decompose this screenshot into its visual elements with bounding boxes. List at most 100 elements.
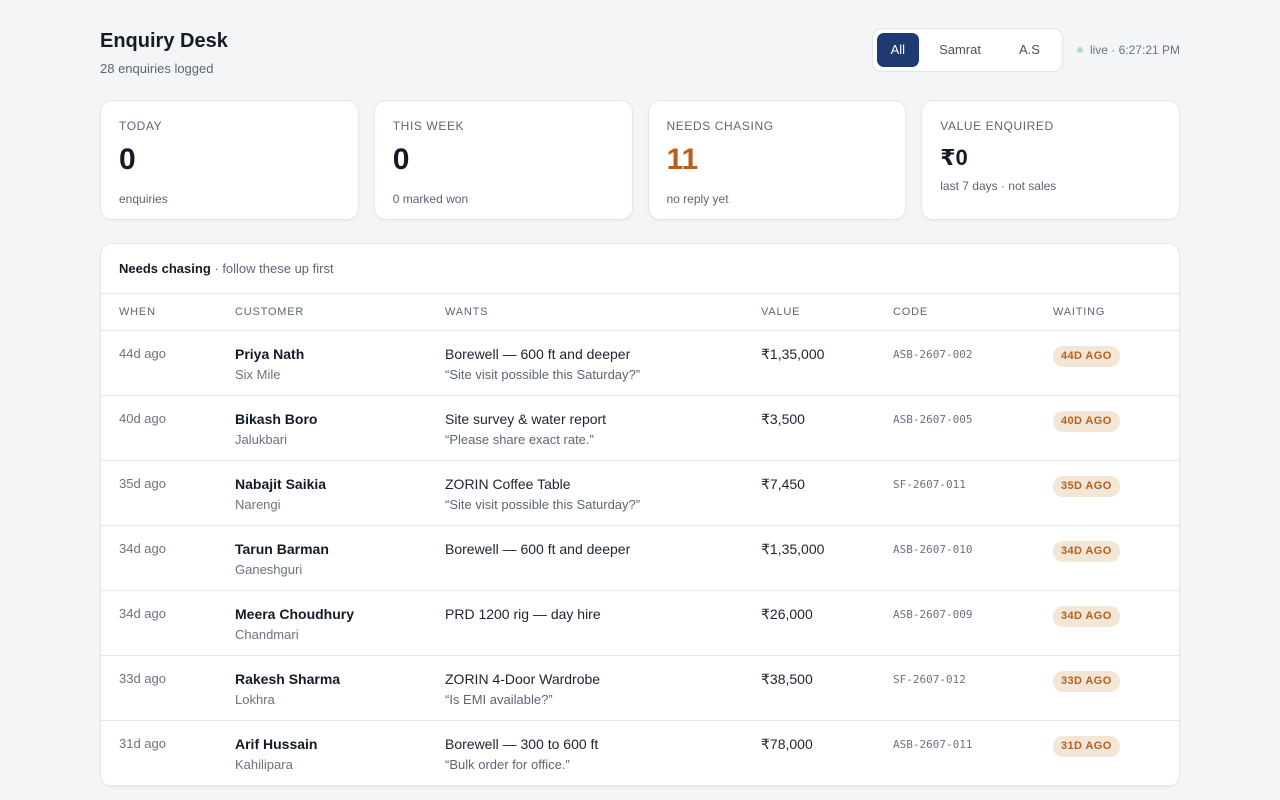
customer-area: Six Mile bbox=[235, 367, 281, 382]
code-cell: ASB-2607-011 bbox=[893, 738, 973, 751]
card-subtitle: · follow these up first bbox=[210, 261, 334, 276]
table-row[interactable]: 34d ago Meera Choudhury Chandmari PRD 120… bbox=[101, 590, 1179, 656]
wants-item: PRD 1200 rig — day hire bbox=[445, 606, 601, 622]
waiting-badge: 40D AGO bbox=[1053, 411, 1120, 432]
customer-name: Meera Choudhury bbox=[235, 606, 355, 622]
waiting-badge: 34D AGO bbox=[1053, 606, 1120, 627]
live-dot-icon bbox=[1076, 47, 1083, 53]
waiting-badge: 31D AGO bbox=[1053, 736, 1120, 757]
stat-value: 0 bbox=[119, 143, 136, 176]
wants-quote: “Bulk order for office.” bbox=[445, 757, 570, 772]
live-status: live · 6:27:21 PM bbox=[1076, 43, 1180, 57]
waiting-badge: 44D AGO bbox=[1053, 346, 1120, 367]
customer-area: Jalukbari bbox=[235, 432, 288, 447]
wants-item: ZORIN 4-Door Wardrobe bbox=[445, 671, 601, 687]
stat-card-this-week: THIS WEEK 0 0 marked won bbox=[373, 100, 633, 220]
code-cell: ASB-2607-010 bbox=[893, 543, 973, 556]
code-cell: ASB-2607-005 bbox=[893, 413, 973, 426]
user-filter: All Samrat A.S bbox=[871, 28, 1063, 72]
customer-name: Tarun Barman bbox=[235, 541, 329, 557]
code-cell: SF-2607-012 bbox=[893, 673, 966, 686]
stat-card-value-enquired: VALUE ENQUIRED ₹0 last 7 days · not sale… bbox=[921, 100, 1180, 220]
table-row[interactable]: 33d ago Rakesh Sharma Lokhra ZORIN 4-Door… bbox=[101, 655, 1179, 721]
code-cell: ASB-2607-009 bbox=[893, 608, 973, 621]
wants-item: Site survey & water report bbox=[445, 411, 607, 427]
value-cell: ₹38,500 bbox=[761, 671, 813, 687]
live-clock: live · 6:27:21 PM bbox=[1089, 43, 1180, 57]
customer-name: Bikash Boro bbox=[235, 411, 318, 427]
header-controls: All Samrat A.S live · 6:27:21 PM bbox=[871, 28, 1180, 72]
card-header: Needs chasing · follow these up first bbox=[101, 244, 1179, 294]
table-row[interactable]: 44d ago Priya Nath Six Mile Borewell — 60… bbox=[101, 330, 1179, 396]
stat-label: NEEDS CHASING bbox=[666, 119, 774, 133]
column-header-code[interactable]: CODE bbox=[875, 294, 1035, 331]
customer-area: Narengi bbox=[235, 497, 281, 512]
table-header-row: WHEN CUSTOMER WANTS VALUE CODE WAITING bbox=[101, 294, 1179, 331]
waiting-badge: 34D AGO bbox=[1053, 541, 1120, 562]
wants-quote: “Site visit possible this Saturday?” bbox=[445, 497, 641, 512]
code-cell: ASB-2607-002 bbox=[893, 348, 973, 361]
customer-name: Arif Hussain bbox=[235, 736, 318, 752]
when-cell: 33d ago bbox=[119, 671, 166, 686]
page-header: Enquiry Desk 28 enquiries logged All Sam… bbox=[100, 28, 1180, 100]
wants-item: ZORIN Coffee Table bbox=[445, 476, 571, 492]
stat-cards: TODAY 0 enquiries THIS WEEK 0 0 marked w… bbox=[100, 100, 1180, 220]
stat-label: TODAY bbox=[119, 119, 163, 133]
chasing-table: WHEN CUSTOMER WANTS VALUE CODE WAITING 4… bbox=[101, 294, 1179, 786]
stat-value: ₹0 bbox=[940, 145, 968, 170]
stat-label: THIS WEEK bbox=[392, 119, 465, 133]
page-title: Enquiry Desk bbox=[100, 30, 228, 52]
wants-quote: “Site visit possible this Saturday?” bbox=[445, 367, 641, 382]
when-cell: 35d ago bbox=[119, 476, 166, 491]
stat-value: 11 bbox=[666, 143, 699, 176]
column-header-waiting[interactable]: WAITING bbox=[1035, 294, 1179, 331]
when-cell: 34d ago bbox=[119, 606, 166, 621]
code-cell: SF-2607-011 bbox=[893, 478, 966, 491]
value-cell: ₹26,000 bbox=[761, 606, 813, 622]
stat-card-needs-chasing: NEEDS CHASING 11 no reply yet bbox=[647, 100, 907, 220]
customer-name: Rakesh Sharma bbox=[235, 671, 341, 687]
when-cell: 31d ago bbox=[119, 736, 166, 751]
value-cell: ₹1,35,000 bbox=[761, 541, 825, 557]
waiting-badge: 33D AGO bbox=[1053, 671, 1120, 692]
card-title: Needs chasing bbox=[119, 261, 211, 276]
when-cell: 34d ago bbox=[119, 541, 166, 556]
column-header-value[interactable]: VALUE bbox=[743, 294, 875, 331]
table-row[interactable]: 31d ago Arif Hussain Kahilipara Borewell … bbox=[101, 720, 1179, 786]
stat-note: no reply yet bbox=[666, 192, 729, 206]
column-header-when[interactable]: WHEN bbox=[101, 294, 217, 331]
wants-item: Borewell — 600 ft and deeper bbox=[445, 346, 631, 362]
stat-card-today: TODAY 0 enquiries bbox=[100, 100, 359, 220]
stat-value: 0 bbox=[392, 143, 410, 176]
when-cell: 44d ago bbox=[119, 346, 166, 361]
customer-area: Chandmari bbox=[235, 627, 299, 642]
column-header-customer[interactable]: CUSTOMER bbox=[217, 294, 427, 331]
customer-area: Ganeshguri bbox=[235, 562, 303, 577]
filter-as-button[interactable]: A.S bbox=[1018, 42, 1040, 57]
wants-quote: “Is EMI available?” bbox=[445, 692, 553, 707]
needs-chasing-card: Needs chasing · follow these up first WH… bbox=[100, 243, 1180, 787]
table-row[interactable]: 40d ago Bikash Boro Jalukbari Site survey… bbox=[101, 395, 1179, 461]
value-cell: ₹3,500 bbox=[761, 411, 805, 427]
stat-note: enquiries bbox=[119, 192, 168, 206]
stat-note: last 7 days · not sales bbox=[940, 179, 1057, 193]
stat-note: 0 marked won bbox=[392, 192, 469, 206]
wants-item: Borewell — 300 to 600 ft bbox=[445, 736, 599, 752]
customer-area: Lokhra bbox=[235, 692, 275, 707]
filter-all-button[interactable]: All bbox=[876, 33, 920, 67]
customer-area: Kahilipara bbox=[235, 757, 293, 772]
column-header-wants[interactable]: WANTS bbox=[427, 294, 743, 331]
stat-label: VALUE ENQUIRED bbox=[940, 119, 1054, 133]
customer-name: Priya Nath bbox=[235, 346, 305, 362]
table-row[interactable]: 34d ago Tarun Barman Ganeshguri Borewell … bbox=[101, 525, 1179, 591]
enquiry-desk-page: Enquiry Desk 28 enquiries logged All Sam… bbox=[100, 0, 1180, 787]
value-cell: ₹78,000 bbox=[761, 736, 813, 752]
value-cell: ₹1,35,000 bbox=[761, 346, 825, 362]
title-block: Enquiry Desk 28 enquiries logged bbox=[100, 28, 228, 76]
value-cell: ₹7,450 bbox=[761, 476, 805, 492]
table-row[interactable]: 35d ago Nabajit Saikia Narengi ZORIN Coff… bbox=[101, 460, 1179, 526]
waiting-badge: 35D AGO bbox=[1053, 476, 1120, 497]
filter-samrat-button[interactable]: Samrat bbox=[939, 42, 981, 57]
when-cell: 40d ago bbox=[119, 411, 166, 426]
enquiry-count: 28 enquiries logged bbox=[100, 61, 214, 76]
